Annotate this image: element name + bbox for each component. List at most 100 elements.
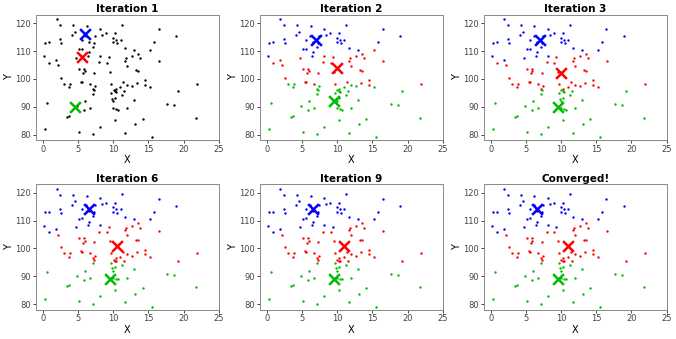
Point <box>297 236 308 241</box>
Point <box>105 251 116 256</box>
Point <box>542 222 553 228</box>
Point <box>331 205 342 210</box>
Point <box>487 223 498 228</box>
Point <box>291 202 301 207</box>
Point <box>110 258 121 263</box>
Point <box>532 39 543 44</box>
Point <box>339 37 350 42</box>
Point <box>329 98 339 104</box>
Point <box>289 81 299 86</box>
Point <box>593 47 604 52</box>
Point <box>110 287 120 293</box>
Point <box>521 216 532 221</box>
Point <box>553 69 564 75</box>
Point <box>502 192 513 198</box>
Point <box>263 54 274 59</box>
Point <box>301 46 312 52</box>
Point <box>345 105 356 111</box>
Point <box>43 40 54 45</box>
Point <box>85 81 96 86</box>
Point <box>373 40 384 45</box>
Point <box>553 239 564 244</box>
Point <box>297 298 308 304</box>
Point <box>130 121 141 127</box>
Point <box>300 79 311 84</box>
Point <box>88 213 99 219</box>
Point <box>558 256 569 261</box>
Point <box>356 51 367 57</box>
Point <box>67 33 78 38</box>
Point <box>568 58 579 64</box>
Point <box>519 103 530 109</box>
Point <box>538 84 549 89</box>
Point <box>334 258 345 263</box>
Point <box>64 84 75 90</box>
Point <box>553 91 564 96</box>
Point <box>277 232 288 238</box>
Point <box>359 225 370 230</box>
Point <box>39 210 50 215</box>
Point <box>110 88 121 94</box>
Point <box>292 22 303 28</box>
Point <box>116 192 127 197</box>
Point <box>312 256 322 261</box>
Point <box>551 224 562 230</box>
Point <box>318 124 329 129</box>
Point <box>84 105 95 111</box>
Point <box>610 102 621 107</box>
Point <box>116 22 127 27</box>
Point <box>331 268 342 274</box>
Point <box>120 299 130 305</box>
Point <box>487 126 498 132</box>
Point <box>568 45 579 51</box>
Point <box>115 37 126 42</box>
Point <box>581 238 592 243</box>
Point <box>122 275 132 280</box>
Point <box>555 205 566 210</box>
Point <box>140 247 151 253</box>
Point <box>588 247 599 253</box>
Point <box>542 53 553 58</box>
Point <box>557 31 568 36</box>
Point <box>344 58 355 64</box>
Point <box>317 229 328 235</box>
Point <box>107 105 118 111</box>
Point <box>585 116 596 121</box>
Point <box>331 35 342 41</box>
Point <box>103 224 114 230</box>
Point <box>263 223 274 228</box>
Point <box>558 287 569 293</box>
Y-axis label: Y: Y <box>4 244 14 250</box>
Point <box>525 216 535 221</box>
Point <box>345 252 356 257</box>
Point <box>560 277 571 282</box>
Point <box>535 44 546 49</box>
Point <box>556 40 566 45</box>
Point <box>314 33 324 39</box>
Point <box>521 46 532 52</box>
Point <box>554 251 564 256</box>
Point <box>558 89 569 94</box>
Point <box>112 107 123 113</box>
Point <box>570 63 581 68</box>
Point <box>353 47 364 52</box>
Point <box>117 249 128 255</box>
Point <box>117 262 128 267</box>
Point <box>535 260 546 266</box>
Point <box>335 206 345 212</box>
Point <box>303 277 314 282</box>
Point <box>344 215 355 220</box>
Point <box>264 210 274 215</box>
Point <box>305 23 316 29</box>
Point <box>536 210 547 215</box>
Point <box>332 257 343 262</box>
Point <box>337 107 347 113</box>
Point <box>580 51 591 57</box>
Point <box>353 267 364 272</box>
Point <box>70 55 81 60</box>
Point <box>544 202 555 207</box>
Point <box>300 248 311 254</box>
Point <box>343 299 354 305</box>
Point <box>535 256 546 261</box>
Point <box>538 33 549 39</box>
